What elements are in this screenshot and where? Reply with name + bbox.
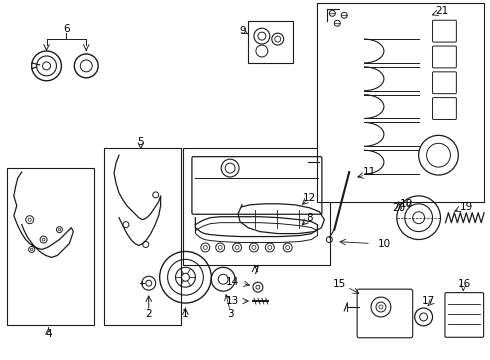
Bar	[318, 3, 484, 202]
Bar	[248, 21, 293, 63]
Text: 16: 16	[458, 279, 471, 289]
Text: 14: 14	[225, 277, 239, 287]
Text: 20: 20	[392, 203, 405, 213]
Text: 3: 3	[227, 309, 233, 319]
Text: 19: 19	[460, 202, 473, 212]
Text: 18: 18	[400, 199, 414, 209]
Text: 6: 6	[63, 24, 70, 34]
Text: 12: 12	[303, 193, 316, 203]
Text: 15: 15	[333, 279, 346, 289]
Polygon shape	[238, 204, 324, 234]
Bar	[104, 148, 181, 325]
Text: 13: 13	[225, 296, 239, 306]
Text: 7: 7	[251, 266, 258, 276]
Text: 1: 1	[182, 309, 189, 319]
Bar	[7, 168, 94, 325]
Text: 2: 2	[146, 309, 152, 319]
Text: 21: 21	[435, 6, 448, 16]
Text: 10: 10	[377, 239, 391, 249]
Text: 5: 5	[138, 137, 144, 147]
Text: 17: 17	[422, 296, 435, 306]
Text: 11: 11	[363, 167, 376, 177]
Text: 8: 8	[306, 213, 313, 223]
Bar	[183, 148, 330, 265]
Text: 4: 4	[45, 329, 52, 339]
Text: 9: 9	[240, 26, 246, 36]
